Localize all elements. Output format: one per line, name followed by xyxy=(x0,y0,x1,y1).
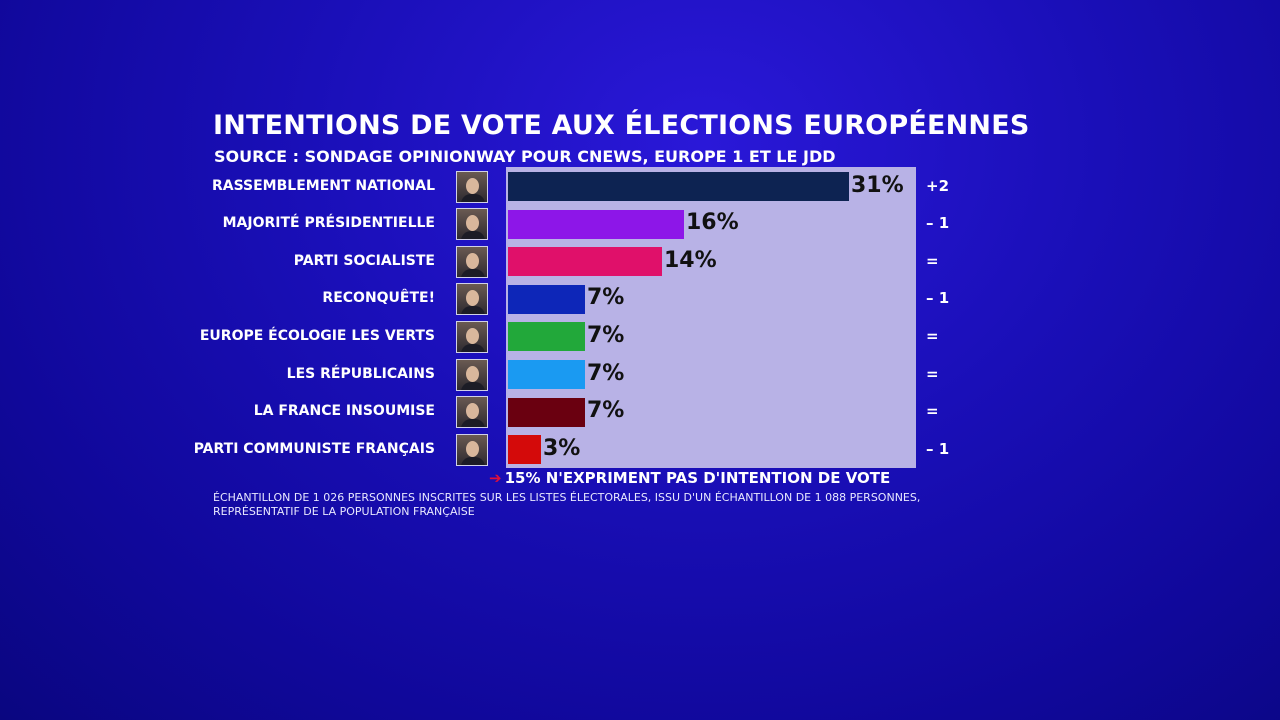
arrow-right-icon: ➔ xyxy=(489,469,502,487)
change-label: = xyxy=(926,326,939,345)
sample-note: ÉCHANTILLON DE 1 026 PERSONNES INSCRITES… xyxy=(213,491,921,518)
candidate-avatar xyxy=(456,170,488,203)
bar-value-label: 31% xyxy=(851,172,904,198)
category-label: LES RÉPUBLICAINS xyxy=(286,365,435,382)
candidate-avatar xyxy=(456,245,488,278)
category-label: RASSEMBLEMENT NATIONAL xyxy=(211,177,435,194)
category-label: LA FRANCE INSOUMISE xyxy=(253,403,435,420)
candidate-avatar xyxy=(456,283,488,316)
bar xyxy=(508,322,585,352)
bar xyxy=(508,172,849,201)
chart-title: INTENTIONS DE VOTE AUX ÉLECTIONS EUROPÉE… xyxy=(213,110,1030,141)
category-label: RECONQUÊTE! xyxy=(322,290,435,307)
candidate-avatar xyxy=(456,358,488,391)
category-label: EUROPE ÉCOLOGIE LES VERTS xyxy=(199,327,435,344)
bar-value-label: 7% xyxy=(587,285,625,311)
bar xyxy=(508,209,684,239)
change-label: = xyxy=(926,402,939,421)
bar-value-label: 7% xyxy=(587,398,625,424)
bar xyxy=(508,284,585,314)
bar xyxy=(508,360,585,389)
bar xyxy=(508,397,585,427)
category-label: PARTI SOCIALISTE xyxy=(293,252,435,269)
bar-value-label: 7% xyxy=(587,322,625,348)
candidate-avatar xyxy=(456,208,488,241)
change-label: – 1 xyxy=(926,439,950,458)
change-label: = xyxy=(926,251,939,270)
bar-value-label: 7% xyxy=(587,360,625,386)
bar-value-label: 16% xyxy=(686,210,739,236)
bar-value-label: 14% xyxy=(664,247,717,273)
candidate-avatar xyxy=(456,396,488,429)
bar-value-label: 3% xyxy=(543,435,581,461)
change-label: = xyxy=(926,364,939,383)
candidate-avatar xyxy=(456,433,488,466)
category-label: PARTI COMMUNISTE FRANÇAIS xyxy=(193,440,435,457)
chart-subtitle: SOURCE : SONDAGE OPINIONWAY POUR CNEWS, … xyxy=(214,147,836,166)
bar xyxy=(508,247,662,277)
change-label: – 1 xyxy=(926,289,950,308)
no-intention-text: 15% N'EXPRIMENT PAS D'INTENTION DE VOTE xyxy=(504,469,891,487)
no-intention-note: ➔ 15% N'EXPRIMENT PAS D'INTENTION DE VOTE xyxy=(489,469,890,487)
bar xyxy=(508,435,541,465)
change-label: – 1 xyxy=(926,214,950,233)
change-label: +2 xyxy=(926,176,950,195)
candidate-avatar xyxy=(456,320,488,353)
category-label: MAJORITÉ PRÉSIDENTIELLE xyxy=(222,215,435,232)
